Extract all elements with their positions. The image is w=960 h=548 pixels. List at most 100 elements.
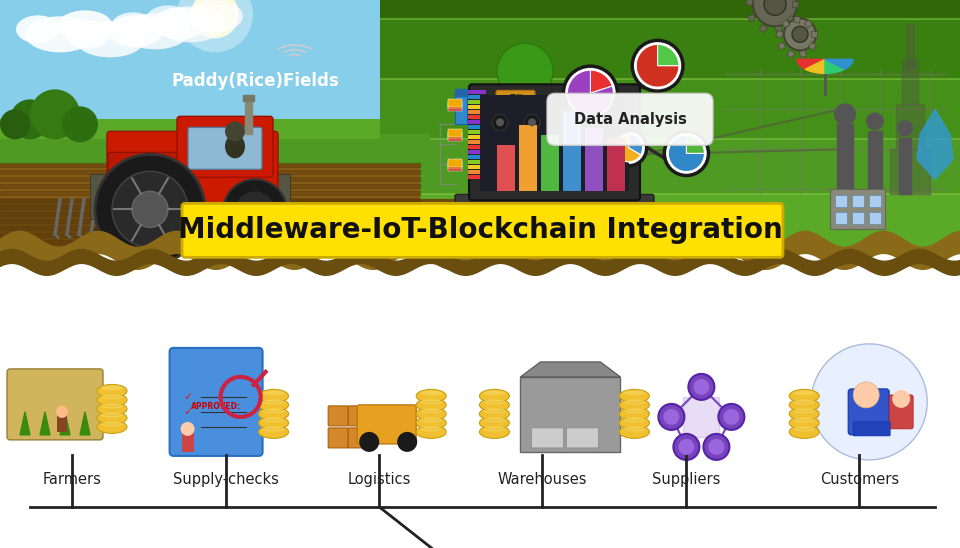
FancyBboxPatch shape [488,100,547,127]
Ellipse shape [420,390,443,396]
Wedge shape [668,135,705,172]
Bar [852,212,864,224]
Ellipse shape [101,385,123,390]
Wedge shape [617,134,642,162]
Polygon shape [0,191,420,195]
Ellipse shape [789,390,819,402]
Bar [804,20,812,28]
Text: ✓: ✓ [183,392,192,402]
Ellipse shape [623,390,645,396]
Bar [468,115,486,119]
Ellipse shape [619,407,649,420]
Wedge shape [568,70,613,116]
Ellipse shape [258,416,289,430]
Polygon shape [906,24,914,70]
FancyBboxPatch shape [357,405,417,444]
Wedge shape [636,44,679,87]
Wedge shape [567,70,613,116]
Text: ✓: ✓ [183,407,192,417]
Bar [448,132,462,139]
Bar [746,0,754,6]
Circle shape [866,112,884,130]
Ellipse shape [187,1,243,32]
Bar [448,101,462,110]
Polygon shape [60,412,70,435]
Polygon shape [0,241,420,244]
Circle shape [673,434,700,460]
FancyBboxPatch shape [532,428,564,448]
Ellipse shape [97,393,127,407]
Ellipse shape [258,390,289,402]
FancyBboxPatch shape [520,377,620,452]
Ellipse shape [152,7,208,39]
Bar [519,125,537,191]
Bar [776,30,783,38]
Ellipse shape [225,134,245,158]
Polygon shape [0,212,420,216]
FancyBboxPatch shape [455,195,654,216]
Polygon shape [245,99,252,134]
Circle shape [180,422,195,436]
Polygon shape [0,0,960,129]
Bar [869,212,881,224]
Bar [794,16,801,23]
Polygon shape [899,138,911,195]
Bar [448,99,462,107]
Circle shape [132,191,168,227]
Ellipse shape [57,10,113,42]
Ellipse shape [97,384,127,397]
Bar [468,155,486,159]
Ellipse shape [484,426,505,431]
Ellipse shape [789,425,819,438]
Bar [0,0,960,249]
Text: Paddy(Rice)Fields: Paddy(Rice)Fields [171,72,339,90]
Ellipse shape [101,413,123,418]
Circle shape [753,0,797,26]
Bar [468,95,486,99]
Circle shape [704,434,730,460]
Bar [781,20,790,28]
Bar [455,94,467,124]
Wedge shape [668,135,705,172]
Polygon shape [890,150,930,195]
Bar [0,0,380,249]
Bar [380,195,960,249]
Bar [748,14,756,22]
Circle shape [834,104,856,125]
Ellipse shape [420,408,443,413]
Bar [800,50,806,58]
Circle shape [663,409,680,425]
Bar [468,100,486,104]
Ellipse shape [16,15,60,43]
Wedge shape [636,44,679,87]
Polygon shape [80,412,90,435]
Text: Customers: Customers [820,472,899,487]
Circle shape [191,0,239,38]
Circle shape [664,132,708,175]
Polygon shape [0,226,420,230]
Bar [380,139,960,195]
Bar [380,19,960,79]
Circle shape [235,191,275,231]
Bar [792,1,798,7]
Bar [759,25,767,33]
Polygon shape [825,59,845,73]
Ellipse shape [75,21,145,58]
Circle shape [528,118,536,127]
Circle shape [496,118,504,127]
FancyBboxPatch shape [348,406,369,426]
Polygon shape [0,163,420,167]
Polygon shape [868,132,882,195]
Bar [541,135,559,191]
Ellipse shape [107,15,163,47]
Circle shape [679,439,694,455]
Bar [468,125,486,129]
FancyBboxPatch shape [889,395,913,429]
Bar [468,90,486,94]
Ellipse shape [420,426,443,431]
Circle shape [897,121,913,136]
Ellipse shape [484,390,505,396]
Wedge shape [567,70,612,116]
Circle shape [564,66,617,120]
Circle shape [524,115,540,130]
